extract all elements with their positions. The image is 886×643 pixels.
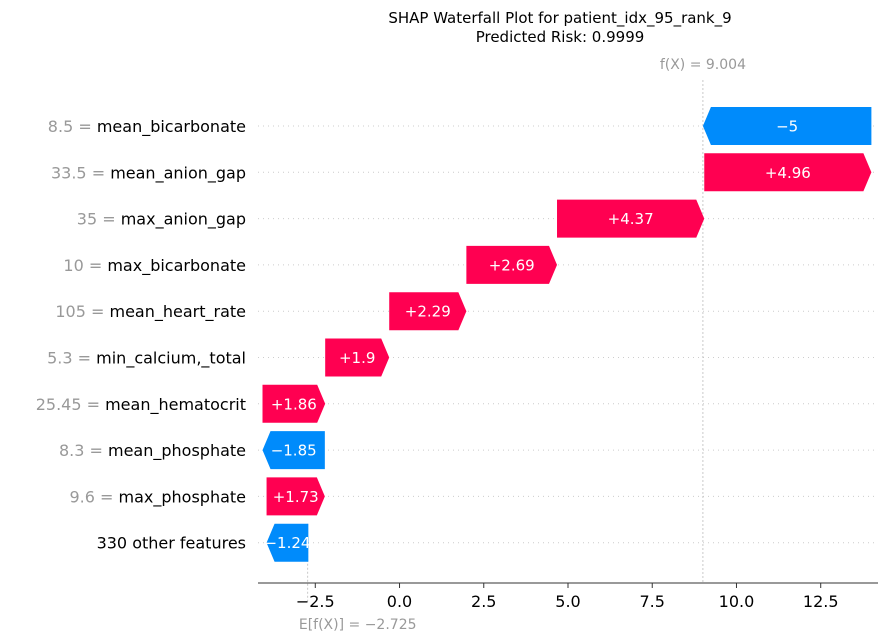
base-value-label: E[f(X)] = −2.725 <box>299 617 417 633</box>
feature-label: 8.5 = mean_bicarbonate <box>48 117 246 137</box>
positive-shap-bar <box>325 338 390 377</box>
positive-shap-bar <box>389 292 467 331</box>
positive-shap-bar <box>266 477 325 516</box>
x-tick-label: 2.5 <box>471 592 496 611</box>
feature-label: 330 other features <box>97 534 246 553</box>
positive-shap-bar <box>557 199 705 238</box>
feature-value: 33.5 = <box>51 163 110 182</box>
positive-shap-bar <box>466 245 558 284</box>
bar-value-label: −5 <box>776 118 798 136</box>
bar-value-label: +4.37 <box>608 210 654 228</box>
feature-name: 330 other features <box>97 534 246 553</box>
feature-label: 10 = max_bicarbonate <box>63 256 246 276</box>
feature-name: mean_bicarbonate <box>97 117 246 137</box>
feature-label: 5.3 = min_calcium,_total <box>47 349 246 369</box>
bar-value-label: +4.96 <box>765 164 811 182</box>
positive-shap-bar <box>704 153 872 192</box>
x-tick-label: 7.5 <box>640 592 665 611</box>
feature-value: 8.5 = <box>48 117 97 136</box>
negative-shap-bar <box>266 523 309 562</box>
x-tick-label: 10.0 <box>719 592 755 611</box>
feature-value: 35 = <box>77 210 121 229</box>
chart-title: SHAP Waterfall Plot for patient_idx_95_r… <box>388 9 731 28</box>
feature-name: mean_anion_gap <box>110 163 246 183</box>
feature-label: 8.3 = mean_phosphate <box>59 441 246 461</box>
feature-name: min_calcium,_total <box>96 349 246 369</box>
chart-subtitle: Predicted Risk: 0.9999 <box>476 28 645 46</box>
bar-value-label: +1.86 <box>271 395 317 413</box>
feature-value: 25.45 = <box>36 395 105 414</box>
feature-label: 9.6 = max_phosphate <box>69 487 246 507</box>
negative-shap-bar <box>702 107 872 145</box>
fx-value-label: f(X) = 9.004 <box>660 57 746 73</box>
feature-label: 105 = mean_heart_rate <box>55 302 246 322</box>
x-tick-label: −2.5 <box>296 592 335 611</box>
feature-name: mean_heart_rate <box>109 302 246 322</box>
bar-value-label: −1.85 <box>271 442 317 460</box>
plot-area: −5 8.5 = mean_bicarbonate +4.96 33.5 = mean… <box>36 57 878 633</box>
x-tick-label: 12.5 <box>803 592 839 611</box>
feature-value: 8.3 = <box>59 441 108 460</box>
feature-name: mean_hematocrit <box>105 395 246 415</box>
bar-value-label: +1.73 <box>273 488 319 506</box>
feature-label: 35 = max_anion_gap <box>77 210 246 230</box>
x-tick-label: 5.0 <box>555 592 580 611</box>
feature-value: 9.6 = <box>69 487 118 506</box>
feature-label: 33.5 = mean_anion_gap <box>51 163 246 183</box>
bar-value-label: +2.29 <box>405 303 451 321</box>
feature-value: 10 = <box>63 256 107 275</box>
feature-name: max_bicarbonate <box>107 256 246 276</box>
x-tick-label: 0.0 <box>387 592 412 611</box>
negative-shap-bar <box>262 431 325 470</box>
feature-name: max_anion_gap <box>121 210 246 230</box>
bar-value-label: +1.9 <box>339 349 375 367</box>
feature-name: max_phosphate <box>119 487 247 507</box>
feature-value: 5.3 = <box>47 349 96 368</box>
feature-name: mean_phosphate <box>108 441 246 461</box>
feature-label: 25.45 = mean_hematocrit <box>36 395 246 415</box>
bar-value-label: +2.69 <box>489 256 535 274</box>
bar-value-label: −1.24 <box>264 534 310 552</box>
positive-shap-bar <box>262 384 326 423</box>
feature-value: 105 = <box>55 302 109 321</box>
